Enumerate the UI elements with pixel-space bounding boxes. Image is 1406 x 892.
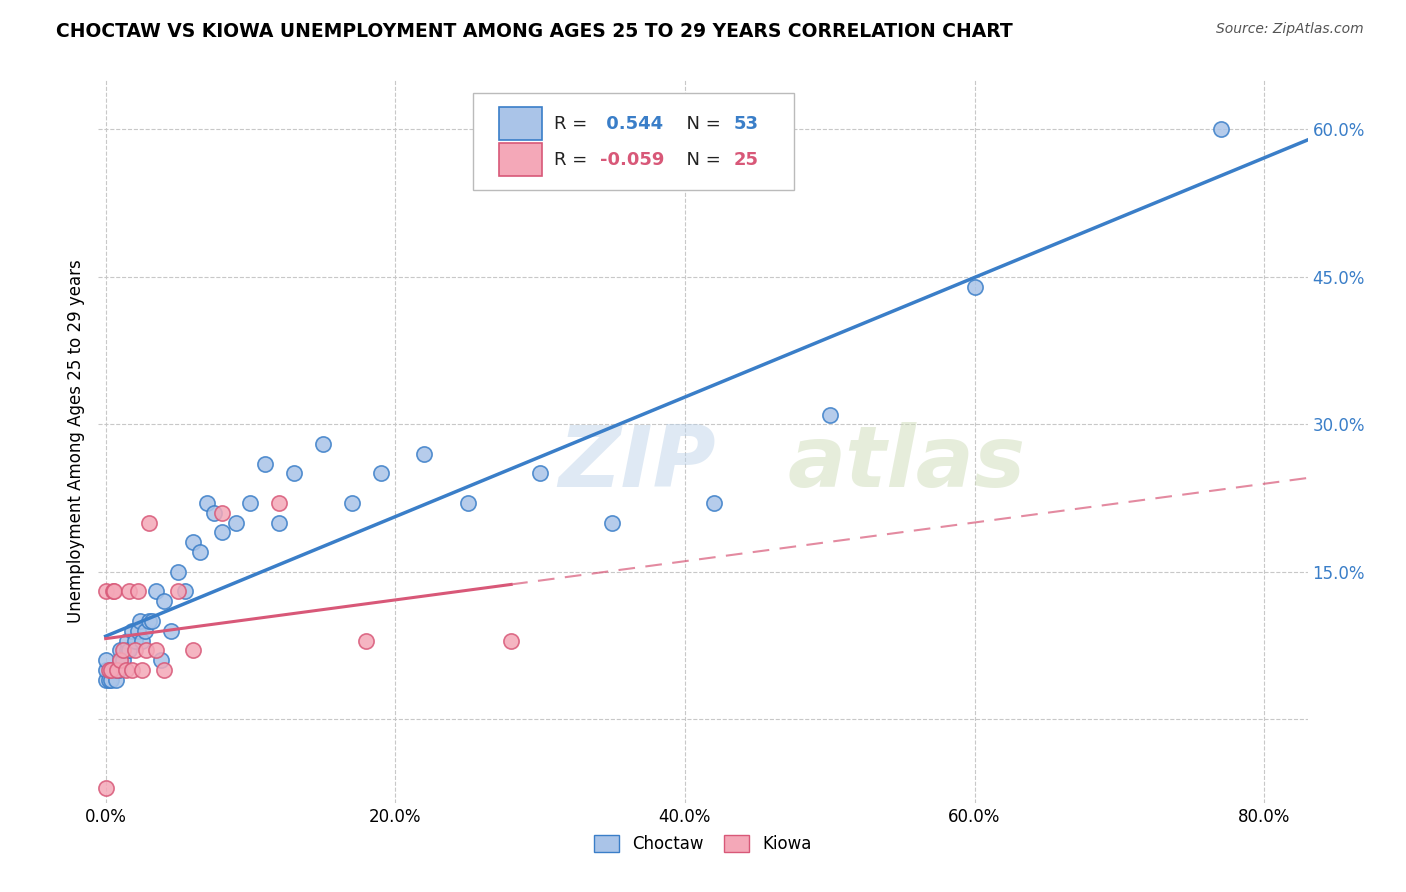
Text: R =: R =: [554, 151, 593, 169]
Point: [457, 496, 479, 510]
Point: [602, 516, 624, 530]
Text: R =: R =: [554, 115, 593, 133]
Point: [121, 624, 143, 638]
Point: [129, 614, 152, 628]
Point: [529, 467, 551, 481]
Point: [145, 643, 167, 657]
Point: [100, 663, 122, 677]
Point: [112, 653, 135, 667]
Point: [1209, 122, 1232, 136]
Point: [127, 584, 149, 599]
Point: [283, 467, 305, 481]
Point: [239, 496, 262, 510]
Point: [703, 496, 725, 510]
FancyBboxPatch shape: [499, 107, 543, 140]
Legend: Choctaw, Kiowa: Choctaw, Kiowa: [588, 828, 818, 860]
Text: CHOCTAW VS KIOWA UNEMPLOYMENT AMONG AGES 25 TO 29 YEARS CORRELATION CHART: CHOCTAW VS KIOWA UNEMPLOYMENT AMONG AGES…: [56, 22, 1012, 41]
Point: [94, 584, 117, 599]
Text: 25: 25: [734, 151, 758, 169]
Point: [118, 584, 141, 599]
Point: [108, 653, 131, 667]
Point: [818, 408, 841, 422]
Point: [202, 506, 225, 520]
Point: [253, 457, 276, 471]
Point: [211, 525, 233, 540]
Point: [145, 584, 167, 599]
Point: [141, 614, 163, 628]
Y-axis label: Unemployment Among Ages 25 to 29 years: Unemployment Among Ages 25 to 29 years: [66, 260, 84, 624]
Point: [211, 506, 233, 520]
FancyBboxPatch shape: [499, 143, 543, 177]
Point: [94, 673, 117, 687]
Point: [188, 545, 211, 559]
Point: [134, 624, 156, 638]
Text: ZIP: ZIP: [558, 422, 716, 505]
Point: [115, 663, 138, 677]
Point: [138, 614, 160, 628]
Point: [103, 663, 125, 677]
Point: [98, 663, 121, 677]
Point: [131, 663, 153, 677]
Text: atlas: atlas: [787, 422, 1026, 505]
Point: [104, 673, 127, 687]
FancyBboxPatch shape: [474, 93, 793, 190]
Point: [225, 516, 247, 530]
Point: [181, 643, 204, 657]
Point: [312, 437, 335, 451]
Point: [963, 279, 986, 293]
Point: [370, 467, 392, 481]
Point: [340, 496, 363, 510]
Point: [269, 516, 291, 530]
Text: -0.059: -0.059: [600, 151, 665, 169]
Point: [97, 663, 120, 677]
Point: [121, 663, 143, 677]
Point: [149, 653, 172, 667]
Point: [118, 643, 141, 657]
Point: [167, 584, 190, 599]
Point: [356, 633, 378, 648]
Point: [112, 643, 135, 657]
Point: [101, 663, 124, 677]
Point: [94, 663, 117, 677]
Point: [117, 633, 139, 648]
Point: [105, 663, 128, 677]
Point: [105, 663, 128, 677]
Point: [269, 496, 291, 510]
Point: [135, 643, 157, 657]
Point: [131, 633, 153, 648]
Point: [167, 565, 190, 579]
Point: [103, 584, 125, 599]
Point: [108, 643, 131, 657]
Text: 0.544: 0.544: [600, 115, 664, 133]
Text: 53: 53: [734, 115, 758, 133]
Point: [413, 447, 436, 461]
Point: [108, 653, 131, 667]
Point: [127, 624, 149, 638]
Point: [94, 780, 117, 795]
Point: [152, 594, 174, 608]
Point: [124, 643, 146, 657]
Point: [107, 663, 129, 677]
Point: [101, 584, 124, 599]
Point: [195, 496, 218, 510]
Point: [501, 633, 523, 648]
Point: [114, 643, 136, 657]
Text: Source: ZipAtlas.com: Source: ZipAtlas.com: [1216, 22, 1364, 37]
Point: [138, 516, 160, 530]
Point: [94, 653, 117, 667]
Text: N =: N =: [675, 115, 727, 133]
Point: [100, 673, 122, 687]
Point: [97, 673, 120, 687]
Point: [117, 643, 139, 657]
Point: [124, 633, 146, 648]
Point: [159, 624, 181, 638]
Point: [152, 663, 174, 677]
Text: N =: N =: [675, 151, 727, 169]
Point: [181, 535, 204, 549]
Point: [174, 584, 197, 599]
